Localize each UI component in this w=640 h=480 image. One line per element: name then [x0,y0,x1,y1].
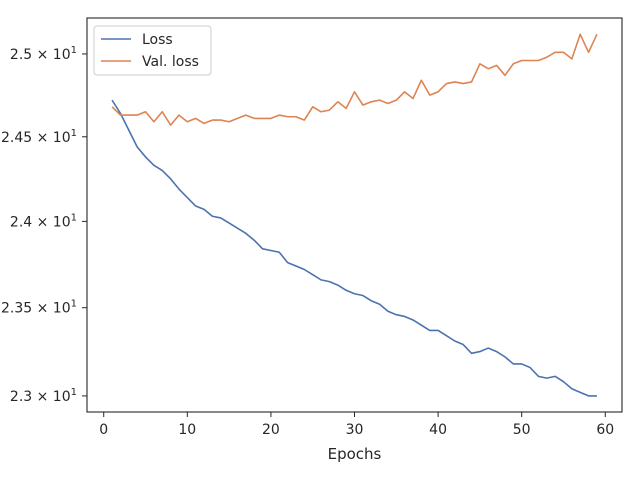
y-tick-label: 2.5 × 101 [10,45,77,63]
x-axis-label: Epochs [328,445,382,463]
x-tick-label: 10 [178,422,196,438]
y-tick-label: 2.35 × 101 [1,299,77,317]
x-tick-label: 50 [513,422,531,438]
x-tick-label: 40 [429,422,447,438]
y-tick-label: 2.45 × 101 [1,128,77,146]
legend: Loss Val. loss [93,25,212,76]
x-tick-label: 0 [99,422,108,438]
legend-label-loss: Loss [142,32,173,48]
x-tick-label: 60 [596,422,614,438]
y-axis: 2.3 × 101 2.35 × 101 2.4 × 101 2.45 × 101 2.… [1,45,87,405]
plot-frame [86,17,623,413]
x-tick-label: 20 [262,422,280,438]
x-tick-label: 30 [346,422,364,438]
series-layer [111,33,598,397]
y-tick-label: 2.3 × 101 [10,387,77,405]
legend-label-val-loss: Val. loss [142,54,199,70]
y-tick-label: 2.4 × 101 [10,212,77,230]
series-line-val-loss [111,33,598,126]
series-line-loss [111,99,597,397]
x-axis: 0 10 20 30 40 50 60 [99,412,614,438]
